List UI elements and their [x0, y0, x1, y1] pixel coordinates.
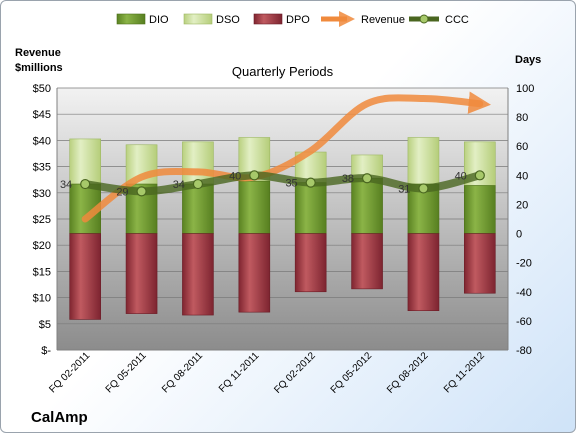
legend-label: DPO [286, 14, 310, 26]
bar-dio [182, 183, 214, 234]
x-category-label: FQ 02-2011 [47, 350, 92, 395]
left-tick-label: $45 [33, 109, 51, 121]
ccc-point [474, 170, 485, 181]
left-tick-label: $- [41, 345, 51, 357]
bar-dso [407, 137, 440, 185]
ccc-point [361, 173, 373, 184]
legend-label: DSO [216, 14, 240, 26]
x-category-label: FQ 05-2011 [104, 350, 149, 395]
left-tick-label: $50 [33, 83, 51, 95]
ccc-point [136, 186, 147, 197]
right-tick-label: 60 [516, 141, 528, 153]
legend-label: DIO [149, 14, 169, 26]
bar-dso [69, 138, 101, 185]
ccc-point [418, 183, 429, 194]
ccc-data-label: 34 [173, 179, 185, 191]
bar-dio [294, 182, 327, 234]
ccc-data-label: 38 [342, 173, 354, 185]
legend-item-dso: DSO [183, 13, 240, 26]
x-category-label: FQ 11-2012 [442, 350, 487, 395]
bar-dio [351, 177, 383, 234]
ccc-data-label: 31 [398, 183, 410, 195]
legend-item-revenue: Revenue [321, 10, 405, 28]
bar-dso [182, 141, 214, 185]
bar-dio [238, 180, 271, 234]
right-tick-label: 100 [516, 83, 534, 95]
legend-swatch [183, 13, 213, 25]
left-tick-label: $10 [33, 293, 51, 305]
legend-swatch [253, 13, 283, 25]
right-tick-label: 0 [516, 229, 522, 241]
x-category-label: FQ 08-2012 [385, 350, 431, 396]
right-axis-title: Days [515, 54, 541, 66]
legend-swatch [116, 13, 146, 25]
bar-dpo [182, 233, 214, 316]
legend-item-dio: DIO [116, 13, 169, 26]
company-name: CalAmp [31, 409, 88, 426]
legend-marker [419, 14, 429, 24]
ccc-data-label: 35 [285, 178, 297, 190]
ccc-data-label: 40 [455, 170, 467, 182]
revenue-line [81, 91, 491, 223]
legend-label: Revenue [361, 14, 405, 26]
legend-item-ccc: CCC [409, 14, 469, 26]
left-tick-label: $5 [39, 319, 51, 331]
right-tick-label: -60 [516, 316, 532, 328]
left-tick-label: $15 [33, 266, 51, 278]
ccc-data-label: 34 [60, 179, 72, 191]
bar-dpo [125, 233, 158, 314]
legend-label: CCC [445, 14, 469, 26]
bar-dpo [238, 233, 271, 313]
bar-dpo [69, 233, 101, 320]
chart-subtitle: Quarterly Periods [232, 64, 334, 79]
x-category-label: FQ 02-2012 [272, 350, 318, 396]
ccc-data-label: 29 [116, 186, 128, 198]
left-tick-label: $20 [33, 240, 51, 252]
bar-dio [464, 185, 496, 234]
left-axis-title: Revenue [15, 47, 61, 59]
right-tick-label: 40 [516, 170, 528, 182]
right-tick-label: -80 [516, 345, 532, 357]
ccc-point [80, 178, 91, 190]
ccc-point [305, 177, 316, 188]
ccc-point [249, 170, 260, 181]
ccc-data-label: 40 [229, 170, 241, 182]
bar-dpo [294, 233, 327, 293]
left-axis-title: $millions [15, 62, 63, 74]
right-tick-label: -40 [516, 287, 532, 299]
bar-dpo [351, 233, 383, 290]
bar-dpo [407, 233, 440, 312]
x-category-label: FQ 08-2011 [160, 350, 205, 395]
right-tick-label: -20 [516, 258, 532, 270]
left-tick-label: $25 [33, 214, 51, 226]
left-tick-label: $40 [33, 135, 51, 147]
legend-item-dpo: DPO [253, 13, 310, 26]
x-category-label: FQ 11-2011 [217, 350, 262, 395]
left-tick-label: $35 [33, 162, 51, 174]
right-tick-label: 80 [516, 112, 528, 124]
right-tick-label: 20 [516, 199, 528, 211]
bar-dpo [464, 233, 496, 294]
x-category-label: FQ 05-2012 [329, 350, 375, 396]
ccc-point [192, 178, 204, 190]
left-tick-label: $30 [33, 188, 51, 200]
